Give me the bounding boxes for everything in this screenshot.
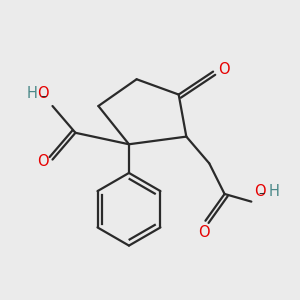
Text: O: O [198,225,209,240]
Text: O: O [37,86,49,101]
Text: O: O [254,184,266,199]
Text: H: H [268,184,279,199]
Text: O: O [37,154,49,169]
Text: H: H [27,86,38,101]
Text: –: – [259,187,265,200]
Text: O: O [218,62,229,77]
Text: –: – [40,90,46,103]
